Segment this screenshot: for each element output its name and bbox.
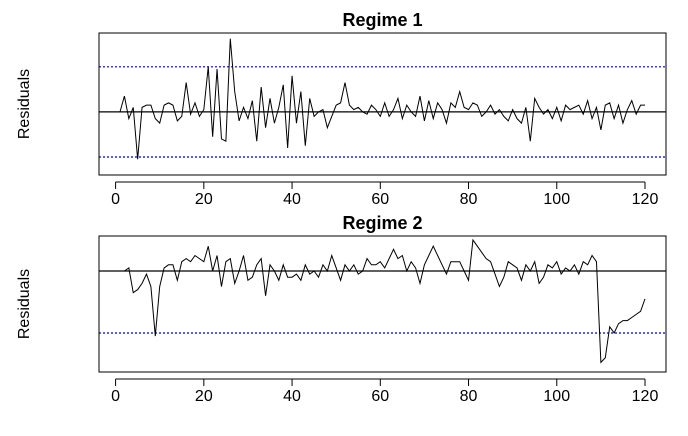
x-tick-label: 120 — [632, 388, 659, 405]
series-line — [119, 38, 645, 160]
panel-title: Regime 1 — [342, 10, 422, 30]
x-tick-label: 20 — [195, 388, 213, 405]
x-tick-label: 20 — [195, 191, 213, 208]
x-tick-label: 0 — [111, 388, 120, 405]
x-tick-label: 60 — [371, 388, 389, 405]
plot-frame — [98, 235, 667, 373]
x-tick-label: 100 — [543, 388, 570, 405]
y-axis-label: Residuals — [16, 269, 33, 339]
plot-frame — [98, 32, 667, 176]
x-tick-label: 40 — [283, 388, 301, 405]
series-line — [120, 238, 646, 364]
x-tick-label: 100 — [543, 191, 570, 208]
y-axis-label: Residuals — [16, 69, 33, 139]
panel-title: Regime 2 — [342, 213, 422, 233]
x-tick-label: 120 — [632, 191, 659, 208]
x-tick-label: 80 — [460, 191, 478, 208]
x-tick-label: 40 — [283, 191, 301, 208]
x-tick-label: 60 — [371, 191, 389, 208]
x-tick-label: 0 — [111, 191, 120, 208]
x-tick-label: 80 — [460, 388, 478, 405]
